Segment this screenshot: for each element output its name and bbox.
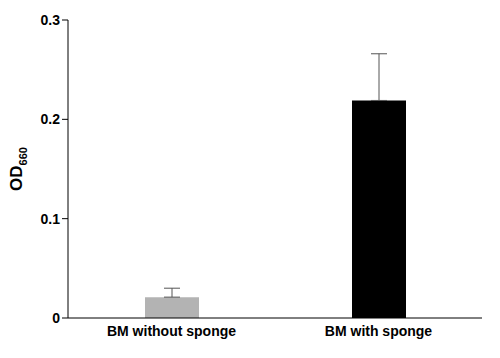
svg-text:0: 0 <box>52 310 60 326</box>
svg-text:0.1: 0.1 <box>41 211 61 227</box>
svg-text:0.2: 0.2 <box>41 111 61 127</box>
svg-text:OD660: OD660 <box>8 147 29 191</box>
svg-text:0.3: 0.3 <box>41 12 61 28</box>
svg-text:BM with sponge: BM with sponge <box>325 323 433 339</box>
svg-text:BM without sponge: BM without sponge <box>107 323 236 339</box>
